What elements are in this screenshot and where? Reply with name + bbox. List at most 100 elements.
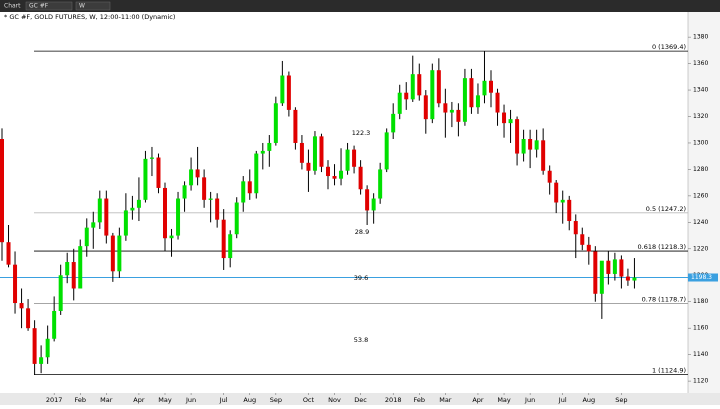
down-candle	[71, 262, 76, 289]
chart-tab[interactable]: Chart	[4, 3, 21, 10]
up-candle	[312, 136, 317, 171]
y-tick-label: 1300	[693, 139, 708, 146]
y-tick-label: 1380	[693, 34, 708, 41]
up-candle	[182, 185, 187, 199]
annotation: 28.9	[355, 228, 369, 236]
y-tick-label: 1140	[693, 351, 708, 358]
up-candle	[339, 170, 344, 179]
x-tick-label: May	[497, 396, 511, 404]
up-candle	[449, 109, 454, 113]
down-candle	[32, 328, 37, 364]
down-candle	[319, 136, 324, 167]
x-tick-label: Feb	[74, 396, 86, 404]
y-tick-label: 1320	[693, 113, 708, 120]
symbol-text: GC #F	[29, 3, 49, 10]
up-candle	[560, 199, 565, 203]
up-candle	[260, 150, 265, 154]
down-candle	[6, 242, 11, 265]
up-candle	[123, 210, 128, 236]
price-axis	[688, 12, 720, 393]
x-tick-label: Mar	[100, 396, 113, 404]
up-candle	[378, 169, 383, 199]
up-candle	[241, 181, 246, 203]
up-candle	[612, 259, 617, 274]
up-candle	[228, 234, 233, 259]
down-candle	[606, 260, 611, 274]
x-tick-label: Dec	[354, 396, 367, 404]
down-candle	[502, 112, 507, 124]
y-tick-label: 1180	[693, 298, 708, 305]
x-tick-label: Jun	[185, 396, 196, 404]
down-candle	[299, 142, 304, 163]
y-tick-label: 1240	[693, 219, 708, 226]
down-candle	[163, 187, 167, 239]
up-candle	[391, 113, 396, 133]
down-candle	[365, 189, 370, 211]
last-price-box	[688, 273, 718, 282]
down-candle	[13, 264, 18, 304]
down-candle	[326, 166, 330, 177]
down-candle	[547, 170, 552, 183]
x-tick-label: Oct	[303, 396, 315, 404]
down-candle	[215, 198, 220, 220]
x-tick-label: Apr	[133, 396, 145, 404]
down-candle	[586, 244, 591, 252]
fib-label: 0.618 (1218.3)	[638, 243, 687, 251]
down-candle	[417, 74, 422, 96]
x-tick-label: Jul	[219, 396, 228, 404]
down-candle	[456, 109, 461, 122]
interval-text: W	[79, 3, 85, 10]
down-candle	[625, 276, 630, 281]
fib-label: 0 (1369.4)	[652, 43, 686, 51]
up-candle	[254, 153, 259, 194]
up-candle	[280, 75, 285, 104]
down-candle	[156, 157, 161, 188]
down-candle	[573, 221, 578, 235]
up-candle	[169, 235, 174, 239]
y-tick-label: 1340	[693, 87, 708, 94]
chart-title: * GC #F, GOLD FUTURES, W, 12:00-11:00 (D…	[4, 13, 175, 21]
fib-label: 0.78 (1178.7)	[642, 295, 686, 303]
down-candle	[110, 235, 115, 272]
up-candle	[430, 70, 435, 120]
up-candle	[345, 149, 350, 171]
up-candle	[508, 119, 513, 124]
down-candle	[247, 181, 252, 194]
y-tick-label: 1360	[693, 60, 708, 67]
x-tick-label: Aug	[243, 396, 256, 404]
up-candle	[273, 103, 278, 143]
up-candle	[130, 207, 135, 211]
y-tick-label: 1220	[693, 245, 708, 252]
up-candle	[234, 202, 239, 235]
down-candle	[423, 95, 428, 120]
up-candle	[534, 140, 539, 150]
toolbar	[0, 0, 720, 12]
up-candle	[599, 260, 604, 294]
down-candle	[286, 75, 291, 110]
up-candle	[462, 78, 467, 122]
up-candle	[58, 275, 63, 311]
down-candle	[195, 169, 200, 178]
annotation: 122.3	[352, 129, 371, 137]
interval-input[interactable]	[75, 1, 111, 11]
down-candle	[404, 92, 409, 100]
up-candle	[371, 198, 376, 211]
down-candle	[443, 103, 448, 113]
down-candle	[469, 78, 474, 108]
up-candle	[136, 199, 141, 208]
up-candle	[521, 139, 526, 154]
down-candle	[19, 303, 24, 309]
x-tick-label: Sep	[270, 396, 282, 404]
y-tick-label: 1260	[693, 192, 708, 199]
up-candle	[208, 198, 213, 200]
x-tick-label: May	[158, 396, 172, 404]
down-candle	[26, 308, 31, 329]
up-candle	[84, 227, 89, 247]
symbol-input[interactable]	[25, 1, 73, 11]
up-candle	[117, 235, 122, 272]
up-candle	[410, 74, 415, 100]
up-candle	[78, 246, 83, 289]
x-tick-label: Jun	[524, 396, 535, 404]
